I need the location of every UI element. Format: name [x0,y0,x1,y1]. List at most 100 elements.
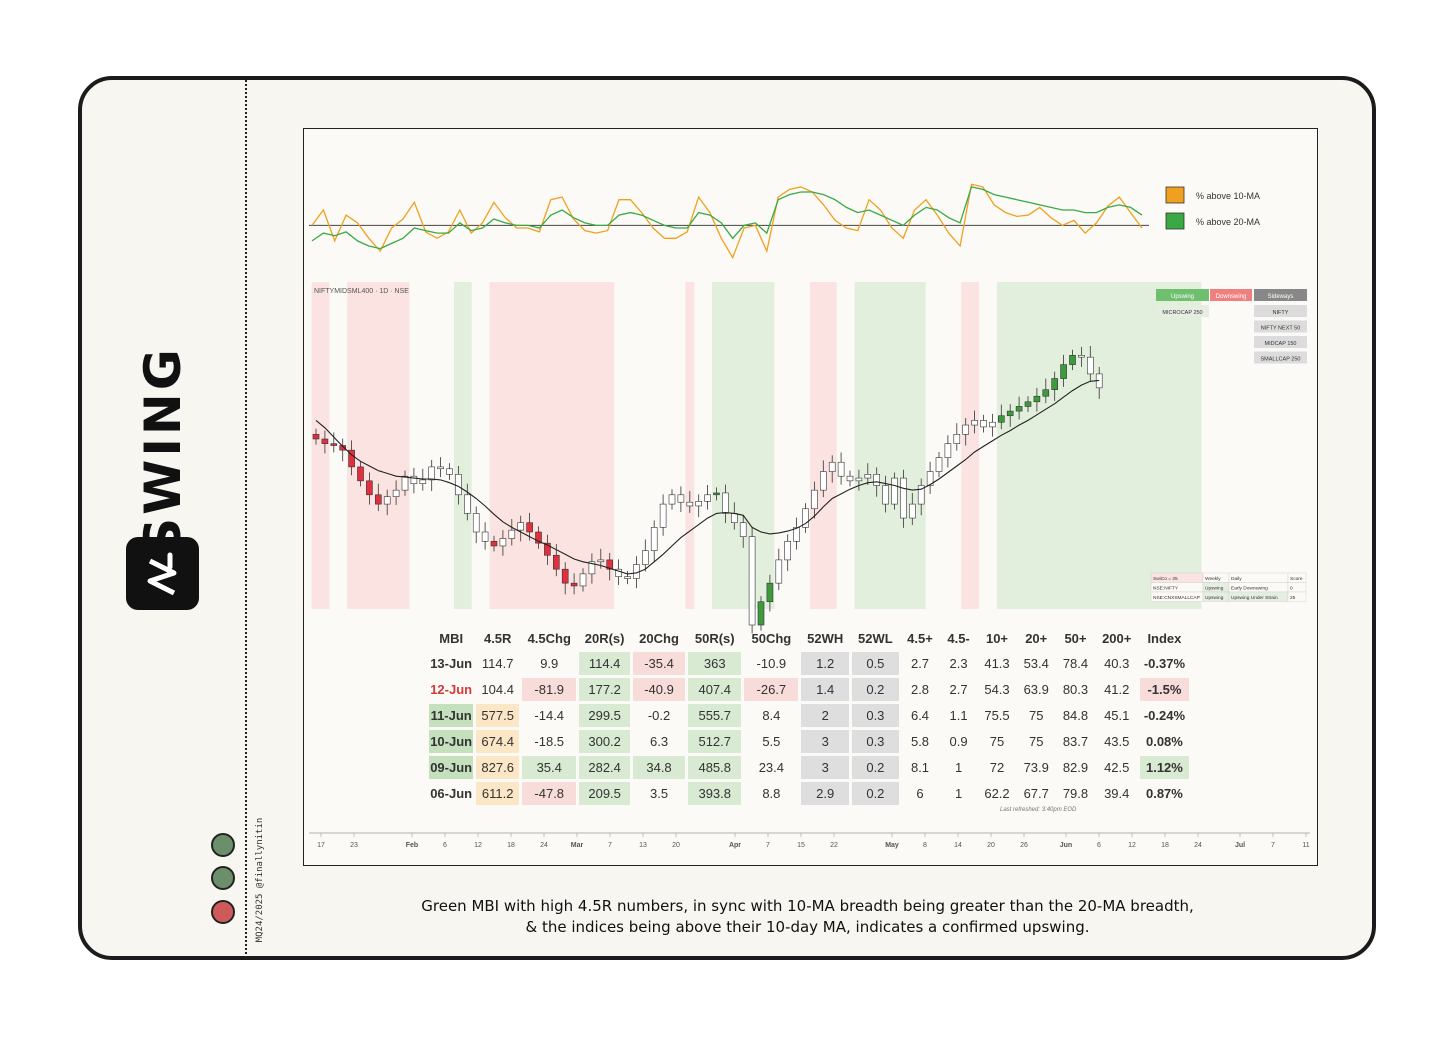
mbi-cell: -14.4 [534,708,565,723]
mbi-header-cell: 4.5+ [907,630,933,646]
mbi-cell: 177.2 [579,678,630,701]
mbi-cell: 6.3 [649,734,669,749]
candle-body [650,527,658,551]
candle [481,522,489,550]
mbi-cell: 1 [954,760,963,775]
zone-up [854,282,926,609]
candle-body [1015,406,1023,412]
mbi-cell: 0.3 [851,704,899,727]
sideways-tag [1254,351,1307,364]
mbi-cell: 1 [954,786,963,801]
candle [917,478,925,516]
mbi-header-cell: Index [1147,630,1182,646]
mbi-row: 09-Jun 827.6 35.4 282.4 34.8 485.8 23.4 3 0.2 8.1… [429,756,1189,779]
mbi-cell: -10.9 [756,656,787,671]
candle-body [730,513,738,523]
candle-body [1051,378,1059,391]
mbi-cell: 62.2 [984,786,1010,801]
mbi-cell: -0.37% [1143,656,1186,671]
x-tick-label: 13 [639,842,647,849]
candle-body [775,559,783,584]
candle-body [312,434,320,440]
candle-body [339,445,347,451]
sideways-label: SMALLCAP 250 [1261,357,1301,363]
candle-body [828,461,836,472]
mbi-cell: 0.3 [851,730,899,753]
mbi-cell: 53.4 [1023,656,1049,671]
candle-body [713,492,720,496]
mbi-row: 10-Jun 674.4 -18.5 300.2 6.3 512.7 5.5 3 0.3 5.8 0… [429,730,1189,753]
candle-body [677,494,685,503]
sideways-label: NIFTY [1273,310,1289,316]
candle [419,468,427,491]
mbi-cell: 1.1 [949,708,968,723]
candle-body [472,513,480,533]
candle [561,562,569,595]
candle [882,475,889,513]
candle-body [989,421,996,428]
candle [588,553,596,584]
candle-body [891,477,898,505]
mbi-cell: 114.7 [481,656,514,671]
candle-body [980,420,987,428]
brand-name: SWING [134,346,192,554]
dotted-divider [245,80,247,958]
candle [357,461,364,487]
mbi-cell: 09-Jun [429,756,474,779]
candle-body [855,477,863,482]
candle [526,512,533,541]
mbi-cell: 23.4 [758,760,784,775]
mbi-header-cell: 52WL [858,630,893,646]
mbi-cell: 12-Jun [430,682,473,697]
mbi-cell: 75 [1029,708,1044,723]
candle [1069,349,1076,371]
mbi-row: 06-Jun 611.2 -47.8 209.5 3.5 393.8 8.8 2.9 0.2 6 1… [429,782,1189,805]
candle-body [1024,401,1032,407]
legend-label: % above 20-MA [1196,217,1260,227]
mbi-cell: 8.8 [762,786,781,801]
chart-canvas: % above 10-MA % above 20-MA NIFTYMIDSML400… [309,183,1310,849]
candle [793,517,800,550]
candle-body [917,485,925,505]
mbi-cell: -1.5% [1139,678,1189,701]
caption-line-1: Green MBI with high 4.5R numbers, in syn… [421,897,1194,915]
candle-body [1069,355,1076,365]
zone-down [347,282,410,609]
upswing-tag [1156,305,1209,317]
mbi-cell: 282.4 [579,756,630,779]
mbi-cell: 6 [916,786,924,801]
candle [695,494,703,518]
x-tick-label: 6 [1097,842,1101,849]
mini-cell-text: Daily [1231,576,1242,582]
candle [704,485,711,510]
mbi-header-cell: 50Chg [751,630,792,646]
mbi-cell: -35.4 [632,652,686,675]
candle-body [597,559,605,563]
candle-body [722,492,729,514]
x-tick-label: 22 [830,842,838,849]
mbi-header-cell: 10+ [985,630,1009,646]
caption-line-2: & the indices being above their 10-day M… [525,918,1090,936]
candle [375,483,382,512]
mbi-row: 11-Jun 577.5 -14.4 299.5 -0.2 555.7 8.4 2 0.3 6.4… [429,704,1189,727]
candle-body [544,542,551,556]
x-tick-label: Mar [571,842,584,849]
mbi-cell: 104.4 [481,682,514,697]
candle [1060,354,1067,387]
mbi-cell: 611.2 [476,782,520,805]
mbi-header-cell: 4.5Chg [527,630,571,646]
candle-body [517,522,524,531]
candle [828,455,836,483]
mbi-cell: 0.2 [851,678,899,701]
candle-body [944,443,952,458]
zone-up [996,282,1202,609]
mbi-cell: 1.12% [1139,756,1189,779]
candle [971,410,978,434]
candle-body [481,531,489,542]
mbi-header-cell: 20+ [1025,630,1048,646]
candle [348,440,355,476]
x-tick-label: 20 [987,842,995,849]
x-tick-label: 18 [1161,842,1169,849]
mbi-cell: -47.8 [522,782,577,805]
candle [811,481,818,519]
